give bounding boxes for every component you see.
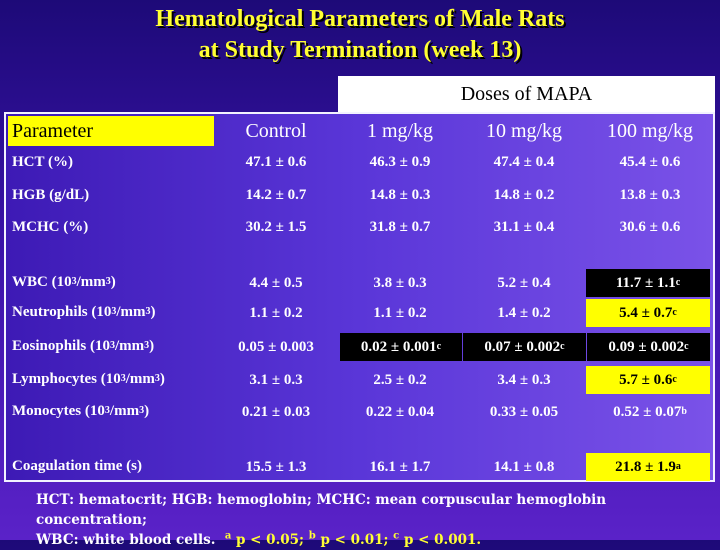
title-line-2: at Study Termination (week 13)	[198, 37, 522, 63]
cell-hct-1mg: 46.3 ± 0.9	[369, 153, 431, 170]
cell-mchc-1mg: 31.8 ± 0.7	[369, 218, 431, 235]
cell-hct-100mg: 45.4 ± 0.6	[619, 153, 681, 170]
cell-wbc-10mg: 5.2 ± 0.4	[497, 274, 551, 291]
doses-group-header: Doses of MAPA	[338, 76, 715, 112]
row-label-monocytes: Monocytes (10 3/mm 3)	[12, 402, 150, 419]
cell-eosinophils-1mg: 0.02 ± 0.001 c	[340, 333, 462, 361]
header-dose-10: 10 mg/kg	[485, 119, 563, 142]
cell-lymphocytes-10mg: 3.4 ± 0.3	[497, 371, 551, 388]
cell-coagulation-10mg: 14.1 ± 0.8	[493, 458, 555, 475]
row-label-lymphocytes: Lymphocytes (10 3/mm 3)	[12, 370, 165, 387]
row-label-wbc: WBC (10 3/mm 3)	[12, 273, 116, 290]
cell-neutrophils-1mg: 1.1 ± 0.2	[373, 304, 427, 321]
row-label-eosinophils: Eosinophils (10 3/mm 3)	[12, 337, 155, 354]
cell-hct-10mg: 47.4 ± 0.4	[493, 153, 555, 170]
cell-wbc-control: 4.4 ± 0.5	[249, 274, 303, 291]
cell-mchc-10mg: 31.1 ± 0.4	[493, 218, 555, 235]
cell-lymphocytes-control: 3.1 ± 0.3	[249, 371, 303, 388]
footnote: HCT: hematocrit; HGB: hemoglobin; MCHC: …	[36, 490, 720, 550]
row-label-coagulation: Coagulation time (s)	[12, 457, 142, 474]
cell-monocytes-100mg: 0.52 ± 0.07 b	[613, 403, 687, 420]
cell-lymphocytes-100mg: 5.7 ± 0.6 c	[586, 366, 710, 394]
row-label-hct: HCT (%)	[12, 153, 73, 170]
cell-monocytes-10mg: 0.33 ± 0.05	[489, 403, 559, 420]
cell-eosinophils-100mg: 0.09 ± 0.002 c	[587, 333, 710, 361]
header-dose-1: 1 mg/kg	[366, 119, 434, 142]
slide-title: Hematological Parameters of Male Rats at…	[0, 4, 720, 66]
cell-mchc-control: 30.2 ± 1.5	[245, 218, 307, 235]
cell-coagulation-100mg: 21.8 ± 1.9 a	[586, 453, 710, 481]
cell-wbc-1mg: 3.8 ± 0.3	[373, 274, 427, 291]
cell-eosinophils-control: 0.05 ± 0.003	[238, 338, 314, 355]
cell-neutrophils-100mg: 5.4 ± 0.7 c	[586, 299, 710, 327]
header-dose-100: 100 mg/kg	[606, 119, 694, 142]
footnote-line-1: HCT: hematocrit; HGB: hemoglobin; MCHC: …	[36, 492, 607, 528]
header-control: Control	[245, 119, 307, 142]
cell-hgb-100mg: 13.8 ± 0.3	[619, 186, 681, 203]
title-line-1: Hematological Parameters of Male Rats	[155, 6, 565, 32]
cell-neutrophils-10mg: 1.4 ± 0.2	[497, 304, 551, 321]
row-label-hgb: HGB (g/dL)	[12, 186, 90, 203]
cell-hct-control: 47.1 ± 0.6	[245, 153, 307, 170]
cell-mchc-100mg: 30.6 ± 0.6	[619, 218, 681, 235]
cell-neutrophils-control: 1.1 ± 0.2	[249, 304, 303, 321]
cell-hgb-control: 14.2 ± 0.7	[245, 186, 307, 203]
row-label-neutrophils: Neutrophils (10 3/mm 3)	[12, 303, 156, 320]
cell-wbc-100mg: 11.7 ± 1.1 c	[586, 269, 710, 297]
row-label-mchc: MCHC (%)	[12, 218, 89, 235]
cell-lymphocytes-1mg: 2.5 ± 0.2	[373, 371, 427, 388]
cell-monocytes-control: 0.21 ± 0.03	[241, 403, 311, 420]
table-panel	[4, 112, 715, 482]
cell-eosinophils-10mg: 0.07 ± 0.002 c	[463, 333, 586, 361]
cell-coagulation-control: 15.5 ± 1.3	[245, 458, 307, 475]
cell-hgb-1mg: 14.8 ± 0.3	[369, 186, 431, 203]
cell-coagulation-1mg: 16.1 ± 1.7	[369, 458, 431, 475]
header-parameter: Parameter	[8, 116, 214, 146]
footnote-line-2: WBC: white blood cells. a p < 0.05; b p …	[36, 530, 482, 548]
cell-monocytes-1mg: 0.22 ± 0.04	[365, 403, 435, 420]
cell-hgb-10mg: 14.8 ± 0.2	[493, 186, 555, 203]
